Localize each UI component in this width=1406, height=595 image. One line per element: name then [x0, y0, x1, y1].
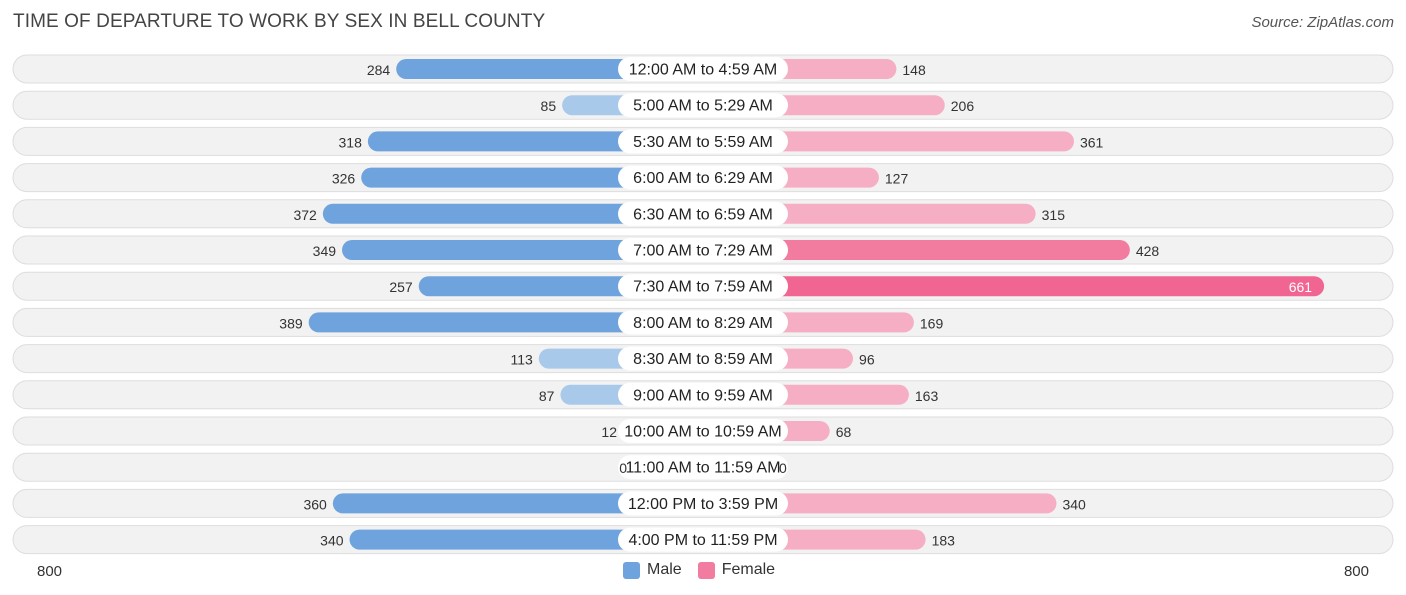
value-label-male: 284: [367, 62, 391, 78]
value-label-female: 661: [1289, 279, 1313, 295]
axis-right-max-label: 800: [1343, 563, 1369, 580]
chart-row: 6:30 AM to 6:59 AM 372 315: [12, 199, 1394, 229]
value-label-male: 85: [541, 98, 557, 114]
category-pill: [618, 527, 788, 552]
category-label: 12:00 AM to 4:59 AM: [629, 62, 778, 79]
chart-row: 5:30 AM to 5:59 AM 318 361: [12, 126, 1394, 156]
value-label-female: 96: [859, 352, 875, 368]
legend: Male Female: [623, 561, 791, 579]
category-label: 7:00 AM to 7:29 AM: [633, 243, 773, 260]
category-pill: [618, 455, 788, 480]
category-pill: [618, 165, 788, 190]
category-label: 10:00 AM to 10:59 AM: [624, 424, 781, 441]
category-pill: [618, 419, 788, 443]
bar-female[interactable]: [703, 276, 1325, 297]
value-label-female: 0: [779, 460, 787, 476]
category-label: 6:30 AM to 6:59 AM: [633, 206, 773, 223]
chart-row: 12:00 PM to 3:59 PM 360 340: [12, 488, 1394, 518]
bar-male[interactable]: [342, 240, 703, 260]
value-label-female: 148: [902, 62, 926, 78]
bar-female[interactable]: [703, 493, 1057, 514]
value-label-female: 183: [932, 533, 956, 549]
category-label: 6:00 AM to 6:29 AM: [633, 170, 773, 187]
bar-male[interactable]: [308, 312, 703, 333]
axis-left-max-label: 800: [37, 563, 63, 580]
value-label-female: 169: [920, 315, 944, 331]
chart-row: 7:30 AM to 7:59 AM 257 661: [12, 271, 1394, 301]
value-label-female: 206: [951, 98, 975, 114]
category-pill: [618, 310, 788, 335]
bar-male[interactable]: [322, 203, 703, 224]
chart-row: 8:00 AM to 8:29 AM 389 169: [12, 307, 1394, 337]
value-label-male: 257: [389, 279, 413, 295]
value-label-male: 12: [601, 424, 617, 440]
legend-label-male: Male: [647, 561, 682, 578]
value-label-male: 340: [320, 533, 344, 549]
legend-swatch-female: [697, 561, 715, 579]
value-label-male: 372: [293, 207, 317, 223]
category-pill: [618, 57, 788, 81]
value-label-female: 163: [915, 388, 939, 404]
category-pill: [618, 238, 788, 262]
category-label: 11:00 AM to 11:59 AM: [625, 460, 780, 477]
chart-row: 6:00 AM to 6:29 AM 326 127: [12, 163, 1394, 193]
source-label: Source: ZipAtlas.com: [1251, 14, 1394, 31]
legend-item-female[interactable]: Female: [697, 561, 776, 579]
value-label-male: 318: [339, 134, 363, 150]
category-pill: [618, 201, 788, 226]
value-label-female: 127: [885, 171, 909, 187]
value-label-female: 428: [1136, 243, 1160, 259]
value-label-female: 315: [1042, 207, 1066, 223]
category-pill: [618, 346, 788, 371]
category-label: 12:00 PM to 3:59 PM: [628, 496, 778, 513]
chart-row: 8:30 AM to 8:59 AM 113 96: [12, 344, 1394, 374]
chart-row: 12:00 AM to 4:59 AM 284 148: [12, 54, 1394, 84]
value-label-male: 113: [510, 352, 533, 368]
chart-row: 10:00 AM to 10:59 AM 12 68: [12, 416, 1394, 446]
chart-row: 11:00 AM to 11:59 AM0 0: [12, 452, 1394, 482]
category-pill: [618, 129, 788, 154]
legend-item-male[interactable]: Male: [623, 561, 682, 579]
chart-row: 9:00 AM to 9:59 AM 87 163: [12, 380, 1394, 410]
chart-title: TIME OF DEPARTURE TO WORK BY SEX IN BELL…: [13, 11, 546, 32]
value-label-male: 326: [332, 171, 356, 187]
bar-male[interactable]: [332, 493, 703, 514]
category-label: 7:30 AM to 7:59 AM: [633, 279, 773, 296]
bar-male[interactable]: [361, 167, 703, 188]
legend-label-female: Female: [721, 561, 776, 578]
chart-canvas: 12:00 AM to 4:59 AM 284 148 5:00 AM to 5:29…: [12, 54, 1394, 555]
value-label-female: 68: [836, 424, 852, 440]
category-label: 4:00 PM to 11:59 PM: [628, 532, 777, 549]
value-label-female: 340: [1062, 496, 1086, 512]
value-label-male: 87: [539, 388, 555, 404]
value-label-male: 0: [619, 460, 627, 476]
category-label: 9:00 AM to 9:59 AM: [633, 387, 773, 404]
category-label: 5:00 AM to 5:29 AM: [633, 98, 773, 115]
bar-female[interactable]: [703, 131, 1074, 152]
chart-row: 7:00 AM to 7:29 AM 349 428: [12, 235, 1394, 265]
bar-male[interactable]: [349, 529, 703, 550]
value-label-male: 389: [279, 315, 303, 331]
category-pill: [618, 93, 788, 118]
bar-female[interactable]: [703, 240, 1130, 260]
category-pill: [618, 274, 788, 299]
chart-row: 5:00 AM to 5:29 AM 85 206: [12, 90, 1394, 120]
category-pill: [618, 382, 788, 407]
value-label-female: 361: [1080, 134, 1104, 150]
value-label-male: 349: [313, 243, 337, 259]
legend-swatch-male: [623, 561, 640, 579]
value-label-male: 360: [303, 496, 327, 512]
category-pill: [618, 491, 788, 516]
category-label: 5:30 AM to 5:59 AM: [633, 134, 773, 151]
chart-row: 4:00 PM to 11:59 PM 340 183: [12, 525, 1394, 555]
category-label: 8:00 AM to 8:29 AM: [633, 315, 773, 332]
category-label: 8:30 AM to 8:59 AM: [633, 351, 773, 368]
